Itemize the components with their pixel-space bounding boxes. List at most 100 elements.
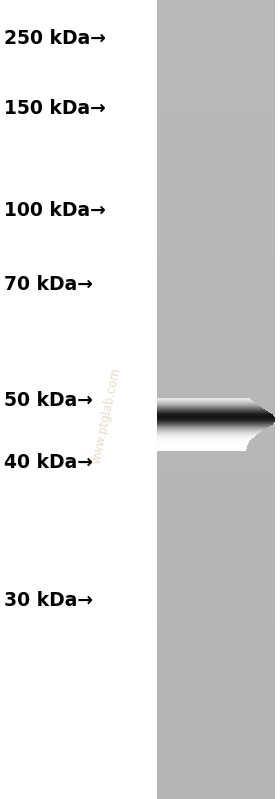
Bar (157, 398, 251, 400)
Bar (157, 426, 269, 427)
Bar (157, 429, 264, 431)
Bar (157, 400, 252, 401)
Bar (157, 442, 249, 443)
Bar (157, 405, 259, 407)
Bar (157, 405, 258, 406)
Bar (157, 450, 246, 451)
Bar (157, 759, 275, 773)
Bar (157, 419, 275, 420)
Bar (157, 421, 275, 422)
Bar (157, 414, 272, 415)
Text: 150 kDa→: 150 kDa→ (4, 98, 106, 117)
Bar (157, 546, 275, 559)
Bar (157, 693, 275, 706)
Text: www.ptglab.com: www.ptglab.com (90, 366, 123, 465)
Bar (157, 519, 275, 533)
Bar (157, 360, 275, 373)
Bar (157, 447, 247, 448)
Bar (157, 785, 275, 799)
Bar (157, 448, 246, 449)
Bar (157, 346, 275, 360)
Bar (157, 415, 274, 417)
Bar (157, 399, 251, 400)
Bar (157, 439, 251, 440)
Bar (157, 409, 265, 410)
Bar (157, 706, 275, 719)
Bar (157, 408, 263, 409)
Bar (157, 120, 275, 133)
Bar (157, 401, 254, 403)
Bar (157, 226, 275, 240)
Bar (157, 411, 269, 412)
Bar (157, 434, 257, 435)
Bar (157, 443, 248, 444)
Text: 70 kDa→: 70 kDa→ (4, 276, 93, 295)
Text: 30 kDa→: 30 kDa→ (4, 590, 93, 610)
Bar (157, 93, 275, 106)
Bar (157, 423, 273, 424)
Bar (157, 0, 275, 799)
Bar (157, 412, 270, 414)
Bar (157, 493, 275, 506)
Bar (157, 449, 246, 450)
Bar (157, 40, 275, 54)
Bar (157, 425, 271, 426)
Bar (157, 479, 275, 493)
Bar (157, 446, 247, 447)
Text: 250 kDa→: 250 kDa→ (4, 29, 106, 47)
Bar (157, 439, 275, 453)
Bar (157, 407, 262, 408)
Bar (157, 266, 275, 280)
Text: 50 kDa→: 50 kDa→ (4, 391, 93, 410)
Bar (157, 586, 275, 599)
Bar (157, 213, 275, 226)
Bar (157, 424, 272, 425)
Bar (157, 613, 275, 626)
Bar (157, 419, 275, 420)
Bar (157, 66, 275, 80)
Bar (157, 666, 275, 679)
Bar (157, 401, 253, 402)
Bar (157, 54, 275, 66)
Bar (157, 626, 275, 639)
Bar (157, 173, 275, 186)
Bar (157, 418, 275, 419)
Bar (157, 427, 267, 428)
Bar (157, 441, 249, 442)
Bar (157, 430, 263, 431)
Bar (157, 106, 275, 120)
Bar (157, 447, 246, 448)
Bar (157, 733, 275, 745)
Bar (157, 428, 267, 429)
Bar (157, 559, 275, 573)
Bar (157, 426, 270, 427)
Bar (157, 133, 275, 146)
Bar (157, 416, 274, 417)
Bar (157, 435, 255, 436)
Bar (157, 333, 275, 346)
Bar (157, 293, 275, 306)
Bar (157, 280, 275, 293)
Bar (157, 410, 267, 411)
Bar (157, 373, 275, 386)
Bar (157, 200, 275, 213)
Bar (157, 439, 251, 441)
Bar (157, 423, 273, 424)
Bar (157, 240, 275, 253)
Bar (157, 408, 264, 410)
Bar (157, 444, 248, 445)
Bar (157, 437, 253, 438)
Bar (157, 453, 275, 466)
Bar (157, 679, 275, 693)
Bar (157, 0, 275, 14)
Bar (157, 320, 275, 333)
Bar (157, 402, 255, 403)
Bar (157, 406, 260, 407)
Bar (157, 386, 275, 400)
Bar (157, 253, 275, 266)
Bar (157, 426, 275, 439)
Bar (157, 14, 275, 26)
Bar (157, 80, 275, 93)
Bar (157, 436, 255, 437)
Bar (157, 573, 275, 586)
